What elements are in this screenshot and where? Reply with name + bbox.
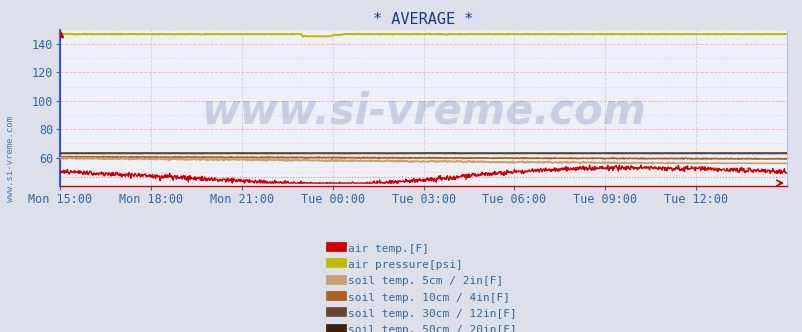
Legend: air temp.[F], air pressure[psi], soil temp. 5cm / 2in[F], soil temp. 10cm / 4in[: air temp.[F], air pressure[psi], soil te… [326, 238, 520, 332]
Title: * AVERAGE *: * AVERAGE * [373, 12, 473, 27]
Text: www.si-vreme.com: www.si-vreme.com [200, 90, 646, 132]
Text: www.si-vreme.com: www.si-vreme.com [6, 116, 15, 203]
